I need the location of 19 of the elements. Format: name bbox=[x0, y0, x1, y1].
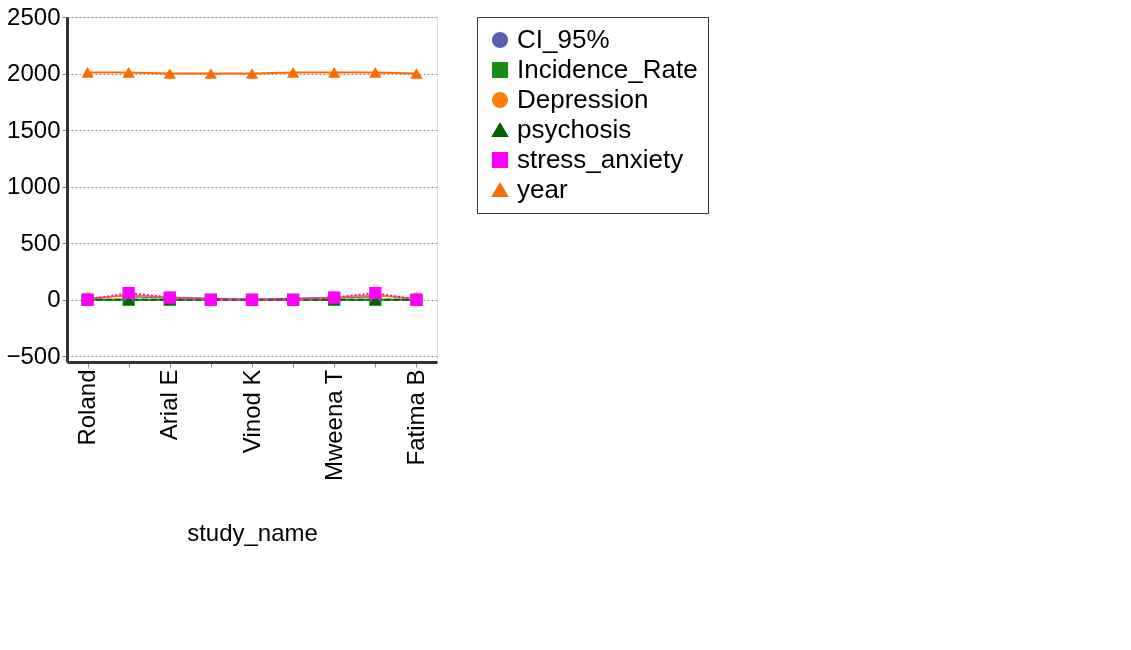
x-tick-label: Roland bbox=[73, 369, 101, 446]
legend-label: psychosis bbox=[517, 114, 632, 144]
y-tick-label: 0 bbox=[47, 285, 61, 313]
y-tick-label: 1500 bbox=[7, 115, 61, 143]
y-tick-label: 2000 bbox=[7, 59, 61, 87]
x-tick-label: Fatima B bbox=[401, 369, 429, 466]
legend-label: CI_95% bbox=[517, 24, 610, 54]
x-tick-label: Mweena T bbox=[319, 369, 347, 482]
legend-label: year bbox=[517, 174, 568, 204]
y-tick-label: −500 bbox=[6, 341, 61, 369]
y-tick-label: 500 bbox=[20, 228, 61, 256]
legend-label: Depression bbox=[517, 84, 649, 114]
y-tick-label: 2500 bbox=[7, 2, 61, 30]
legend-label: stress_anxiety bbox=[517, 144, 684, 174]
y-tick-label: 1000 bbox=[7, 172, 61, 200]
x-tick-label: Vinod K bbox=[237, 369, 265, 454]
legend-label: Incidence_Rate bbox=[517, 54, 698, 84]
x-axis-title: study_name bbox=[187, 518, 318, 546]
x-tick-label: Arial E bbox=[155, 369, 183, 441]
